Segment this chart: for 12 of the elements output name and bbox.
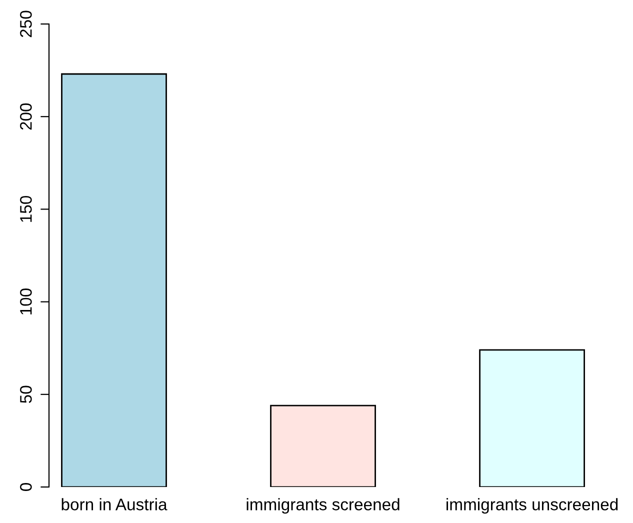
x-tick-label: immigrants unscreened xyxy=(446,498,618,514)
y-tick-label: 50 xyxy=(20,386,32,403)
bar xyxy=(479,349,585,487)
bar xyxy=(61,73,167,487)
y-tick-label: 250 xyxy=(20,10,32,38)
bar xyxy=(270,404,376,487)
y-tick-label: 150 xyxy=(20,196,32,222)
y-tick-label: 100 xyxy=(20,288,32,314)
y-tick-label: 200 xyxy=(20,103,32,130)
x-tick-label: immigrants screened xyxy=(246,498,400,514)
x-tick-label: born in Austria xyxy=(62,498,168,510)
y-tick-label: 0 xyxy=(20,483,32,491)
